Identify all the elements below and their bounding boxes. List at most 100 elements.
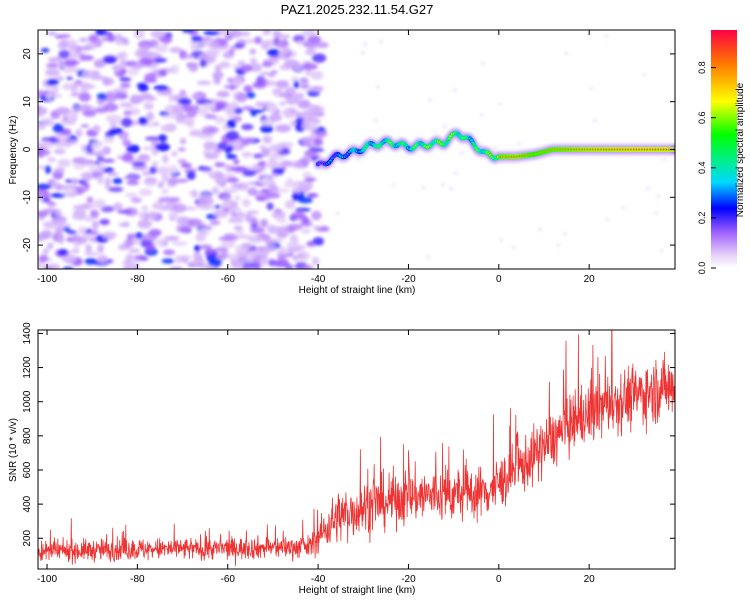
noise-blob <box>237 60 246 66</box>
spectrogram-y-label: Frequency (Hz) <box>8 116 19 185</box>
noise-blob <box>169 266 184 269</box>
noise-blob <box>272 88 284 93</box>
noise-speck <box>391 184 395 187</box>
noise-blob <box>46 63 59 68</box>
noise-blob <box>231 64 244 69</box>
noise-blob <box>303 62 313 71</box>
noise-blob <box>284 109 292 119</box>
noise-speck <box>605 218 609 221</box>
y-tick-label: 1200 <box>22 356 33 379</box>
noise-speck <box>517 142 521 145</box>
noise-blob <box>70 234 82 242</box>
noise-speck <box>563 232 567 235</box>
noise-blob <box>137 219 152 229</box>
noise-blob <box>155 142 170 152</box>
noise-blob <box>62 115 69 122</box>
noise-blob <box>124 175 135 180</box>
noise-blob <box>42 248 49 255</box>
noise-blob <box>253 36 263 44</box>
noise-blob <box>101 37 109 42</box>
noise-blob <box>112 177 123 185</box>
noise-blob <box>150 30 166 38</box>
noise-blob <box>313 137 323 146</box>
noise-blob <box>188 62 199 73</box>
noise-blob <box>100 158 115 163</box>
noise-blob <box>301 216 310 225</box>
noise-blob <box>248 235 263 244</box>
spectrogram-blobs <box>38 30 666 269</box>
noise-blob <box>57 142 70 147</box>
noise-blob <box>316 41 329 49</box>
noise-blob <box>141 171 152 176</box>
noise-speck <box>590 87 594 90</box>
noise-blob <box>189 129 204 137</box>
noise-blob <box>183 54 195 59</box>
noise-blob <box>189 259 206 265</box>
noise-blob <box>249 48 257 55</box>
noise-blob <box>172 203 187 213</box>
noise-blob <box>197 227 210 236</box>
noise-blob <box>275 124 291 133</box>
noise-blob <box>242 242 252 250</box>
noise-blob <box>262 30 272 36</box>
noise-blob <box>152 201 164 210</box>
noise-speck <box>379 40 383 43</box>
colorbar-tick-label: 0.4 <box>697 162 707 175</box>
noise-blob <box>78 37 88 43</box>
noise-blob <box>119 68 127 75</box>
noise-blob <box>245 39 255 44</box>
noise-blob <box>260 147 271 157</box>
noise-blob <box>276 188 290 193</box>
noise-blob <box>48 57 62 63</box>
noise-blob <box>302 265 314 269</box>
noise-blob <box>308 193 319 198</box>
noise-speck <box>493 146 497 150</box>
spectrogram-x-label: Height of straight line (km) <box>299 285 416 296</box>
noise-blob <box>97 175 104 185</box>
noise-blob <box>67 110 79 119</box>
noise-blob <box>62 83 73 91</box>
noise-speck <box>622 206 625 209</box>
noise-blob <box>261 61 273 68</box>
snr-series-line <box>38 330 675 566</box>
noise-blob <box>129 60 137 65</box>
colorbar-label: Normalized spectral amplitude <box>735 82 746 217</box>
noise-blob <box>103 31 113 36</box>
noise-blob <box>257 160 267 167</box>
noise-blob <box>52 233 60 242</box>
x-tick-label: -60 <box>221 274 236 285</box>
noise-blob <box>193 252 203 261</box>
noise-blob <box>160 124 174 133</box>
x-tick-label: -40 <box>311 574 326 585</box>
noise-blob <box>275 40 290 49</box>
noise-blob <box>241 264 252 269</box>
noise-blob <box>254 249 270 257</box>
noise-blob <box>167 164 179 175</box>
noise-blob <box>227 145 234 152</box>
noise-blob <box>208 40 220 49</box>
noise-blob <box>231 207 242 212</box>
noise-blob <box>196 80 212 85</box>
noise-blob <box>303 136 310 147</box>
noise-speck <box>427 256 431 259</box>
noise-blob <box>61 253 77 263</box>
noise-blob <box>208 258 223 267</box>
noise-blob <box>311 210 322 221</box>
noise-blob <box>57 249 68 257</box>
noise-blob <box>58 49 70 59</box>
noise-blob <box>255 101 264 108</box>
x-tick-label: 20 <box>584 274 596 285</box>
noise-blob <box>246 210 259 215</box>
noise-blob <box>161 172 169 183</box>
noise-blob <box>295 117 305 125</box>
noise-blob <box>177 159 187 164</box>
colorbar-ticks: 0.0 0.2 0.4 0.6 0.8 <box>697 61 716 274</box>
noise-blob <box>80 104 91 110</box>
noise-blob <box>126 264 140 269</box>
noise-speck <box>376 85 380 88</box>
noise-blob <box>265 243 277 252</box>
noise-blob <box>237 39 247 45</box>
noise-blob <box>89 209 99 219</box>
noise-blob <box>205 248 214 254</box>
